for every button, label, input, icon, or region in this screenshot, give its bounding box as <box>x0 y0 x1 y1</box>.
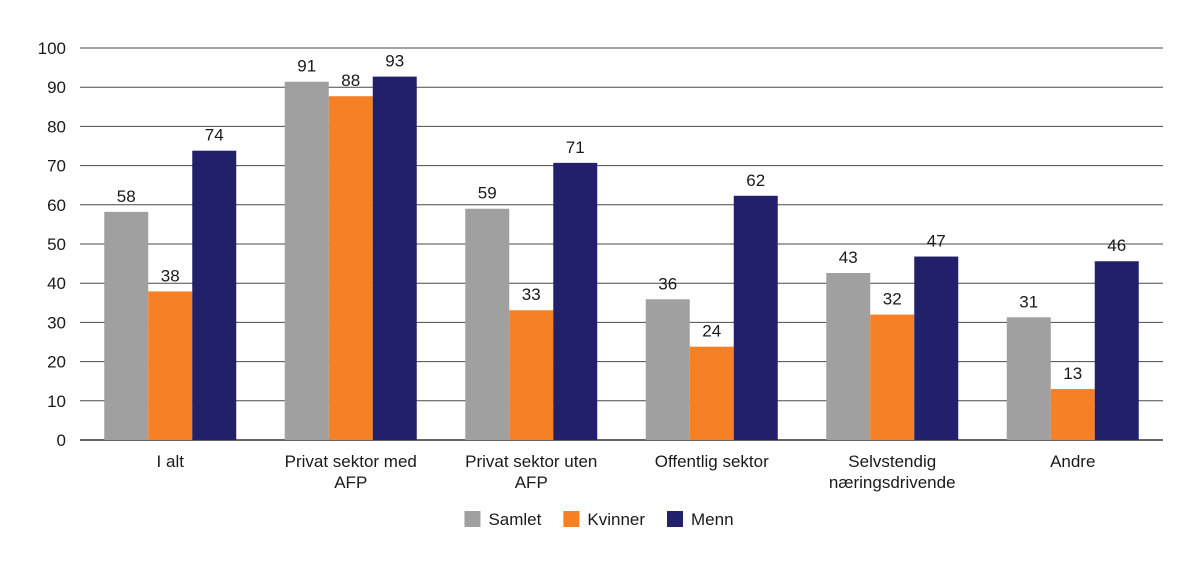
y-tick-label: 70 <box>47 157 66 176</box>
legend-swatch <box>464 511 481 527</box>
legend-item-kvinner: Kvinner <box>563 510 645 529</box>
category-label-line: AFP <box>515 473 548 492</box>
data-label: 62 <box>746 171 765 190</box>
data-label: 24 <box>702 322 721 341</box>
category-label-line: I alt <box>157 452 185 471</box>
bar-kvinner <box>328 96 373 440</box>
legend-item-menn: Menn <box>667 510 734 529</box>
category-label-line: AFP <box>334 473 367 492</box>
category-label-line: Offentlig sektor <box>655 452 769 471</box>
y-tick-label: 100 <box>38 39 66 58</box>
y-tick-label: 50 <box>47 235 66 254</box>
data-label: 47 <box>927 232 946 251</box>
category-label-line: Privat sektor uten <box>465 452 597 471</box>
bar-samlet <box>465 208 510 440</box>
bar-samlet <box>826 273 871 440</box>
data-label: 33 <box>522 285 541 304</box>
bar-kvinner <box>509 310 554 440</box>
category-label: Offentlig sektor <box>655 452 769 471</box>
category-label-line: Selvstendig <box>848 452 936 471</box>
data-label: 74 <box>205 126 224 145</box>
y-tick-label: 90 <box>47 78 66 97</box>
y-tick-label: 0 <box>57 431 66 450</box>
data-label: 31 <box>1019 292 1038 311</box>
data-label: 46 <box>1107 236 1126 255</box>
bar-samlet <box>1006 317 1051 440</box>
bar-menn <box>372 76 417 440</box>
legend: Samlet Kvinner Menn <box>464 510 734 529</box>
category-label-line: Privat sektor med <box>285 452 417 471</box>
data-label: 36 <box>658 274 677 293</box>
category-label: I alt <box>157 452 185 471</box>
data-label: 58 <box>117 187 136 206</box>
category-label: Selvstendig næringsdrivende <box>829 452 956 492</box>
bars <box>104 76 1139 441</box>
data-label: 43 <box>839 248 858 267</box>
y-tick-label: 10 <box>47 392 66 411</box>
category-label: Privat sektor med AFP <box>285 452 417 492</box>
data-label: 32 <box>883 290 902 309</box>
bar-kvinner <box>689 346 734 440</box>
legend-swatch <box>563 511 580 527</box>
bar-kvinner <box>1050 389 1095 440</box>
y-tick-label: 20 <box>47 353 66 372</box>
bar-kvinner <box>870 314 915 440</box>
bar-menn <box>914 256 959 440</box>
data-label: 13 <box>1063 364 1082 383</box>
category-label-line: Andre <box>1050 452 1095 471</box>
category-label: Privat sektor uten AFP <box>465 452 597 492</box>
data-labels: 58 38 74 91 88 93 59 33 71 36 24 62 43 32 47 31 13 46 <box>117 52 1126 383</box>
legend-label: Samlet <box>488 510 541 529</box>
data-label: 93 <box>385 52 404 71</box>
data-label: 59 <box>478 184 497 203</box>
y-axis-tick-labels: 0 10 20 30 40 50 60 70 80 90 100 <box>38 39 66 450</box>
bar-menn <box>192 150 237 441</box>
y-tick-label: 80 <box>47 117 66 136</box>
legend-item-samlet: Samlet <box>464 510 542 529</box>
gridlines <box>80 47 1163 441</box>
y-tick-label: 30 <box>47 313 66 332</box>
bar-samlet <box>284 81 329 440</box>
bar-kvinner <box>148 291 193 440</box>
category-label-line: næringsdrivende <box>829 473 956 492</box>
bar-samlet <box>104 211 149 440</box>
bar-samlet <box>645 299 690 440</box>
bar-menn <box>733 195 778 440</box>
y-tick-label: 60 <box>47 196 66 215</box>
legend-label: Kvinner <box>587 510 645 529</box>
y-tick-label: 40 <box>47 274 66 293</box>
legend-label: Menn <box>691 510 734 529</box>
data-label: 91 <box>297 57 316 76</box>
data-label: 38 <box>161 266 180 285</box>
bar-menn <box>1094 261 1139 440</box>
data-label: 88 <box>341 71 360 90</box>
bar-menn <box>553 162 598 440</box>
data-label: 71 <box>566 138 585 157</box>
legend-swatch <box>667 511 684 527</box>
category-label: Andre <box>1050 452 1095 471</box>
